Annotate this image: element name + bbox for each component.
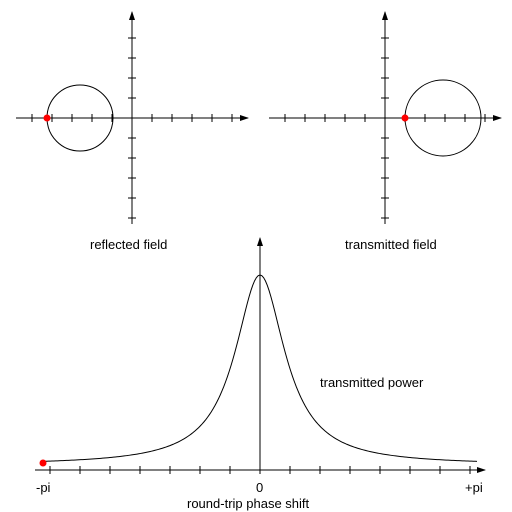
tick-label-zero: 0 <box>256 480 263 495</box>
xlabel: round-trip phase shift <box>187 496 309 511</box>
transmitted-power-label: transmitted power <box>320 375 423 390</box>
tick-label-left: -pi <box>36 480 50 495</box>
tick-label-right: +pi <box>465 480 483 495</box>
reflected-field-label: reflected field <box>90 237 167 252</box>
transmitted-field-label: transmitted field <box>345 237 437 252</box>
figure-container: reflected field transmitted field transm… <box>0 0 512 512</box>
diagram-svg <box>0 0 512 512</box>
